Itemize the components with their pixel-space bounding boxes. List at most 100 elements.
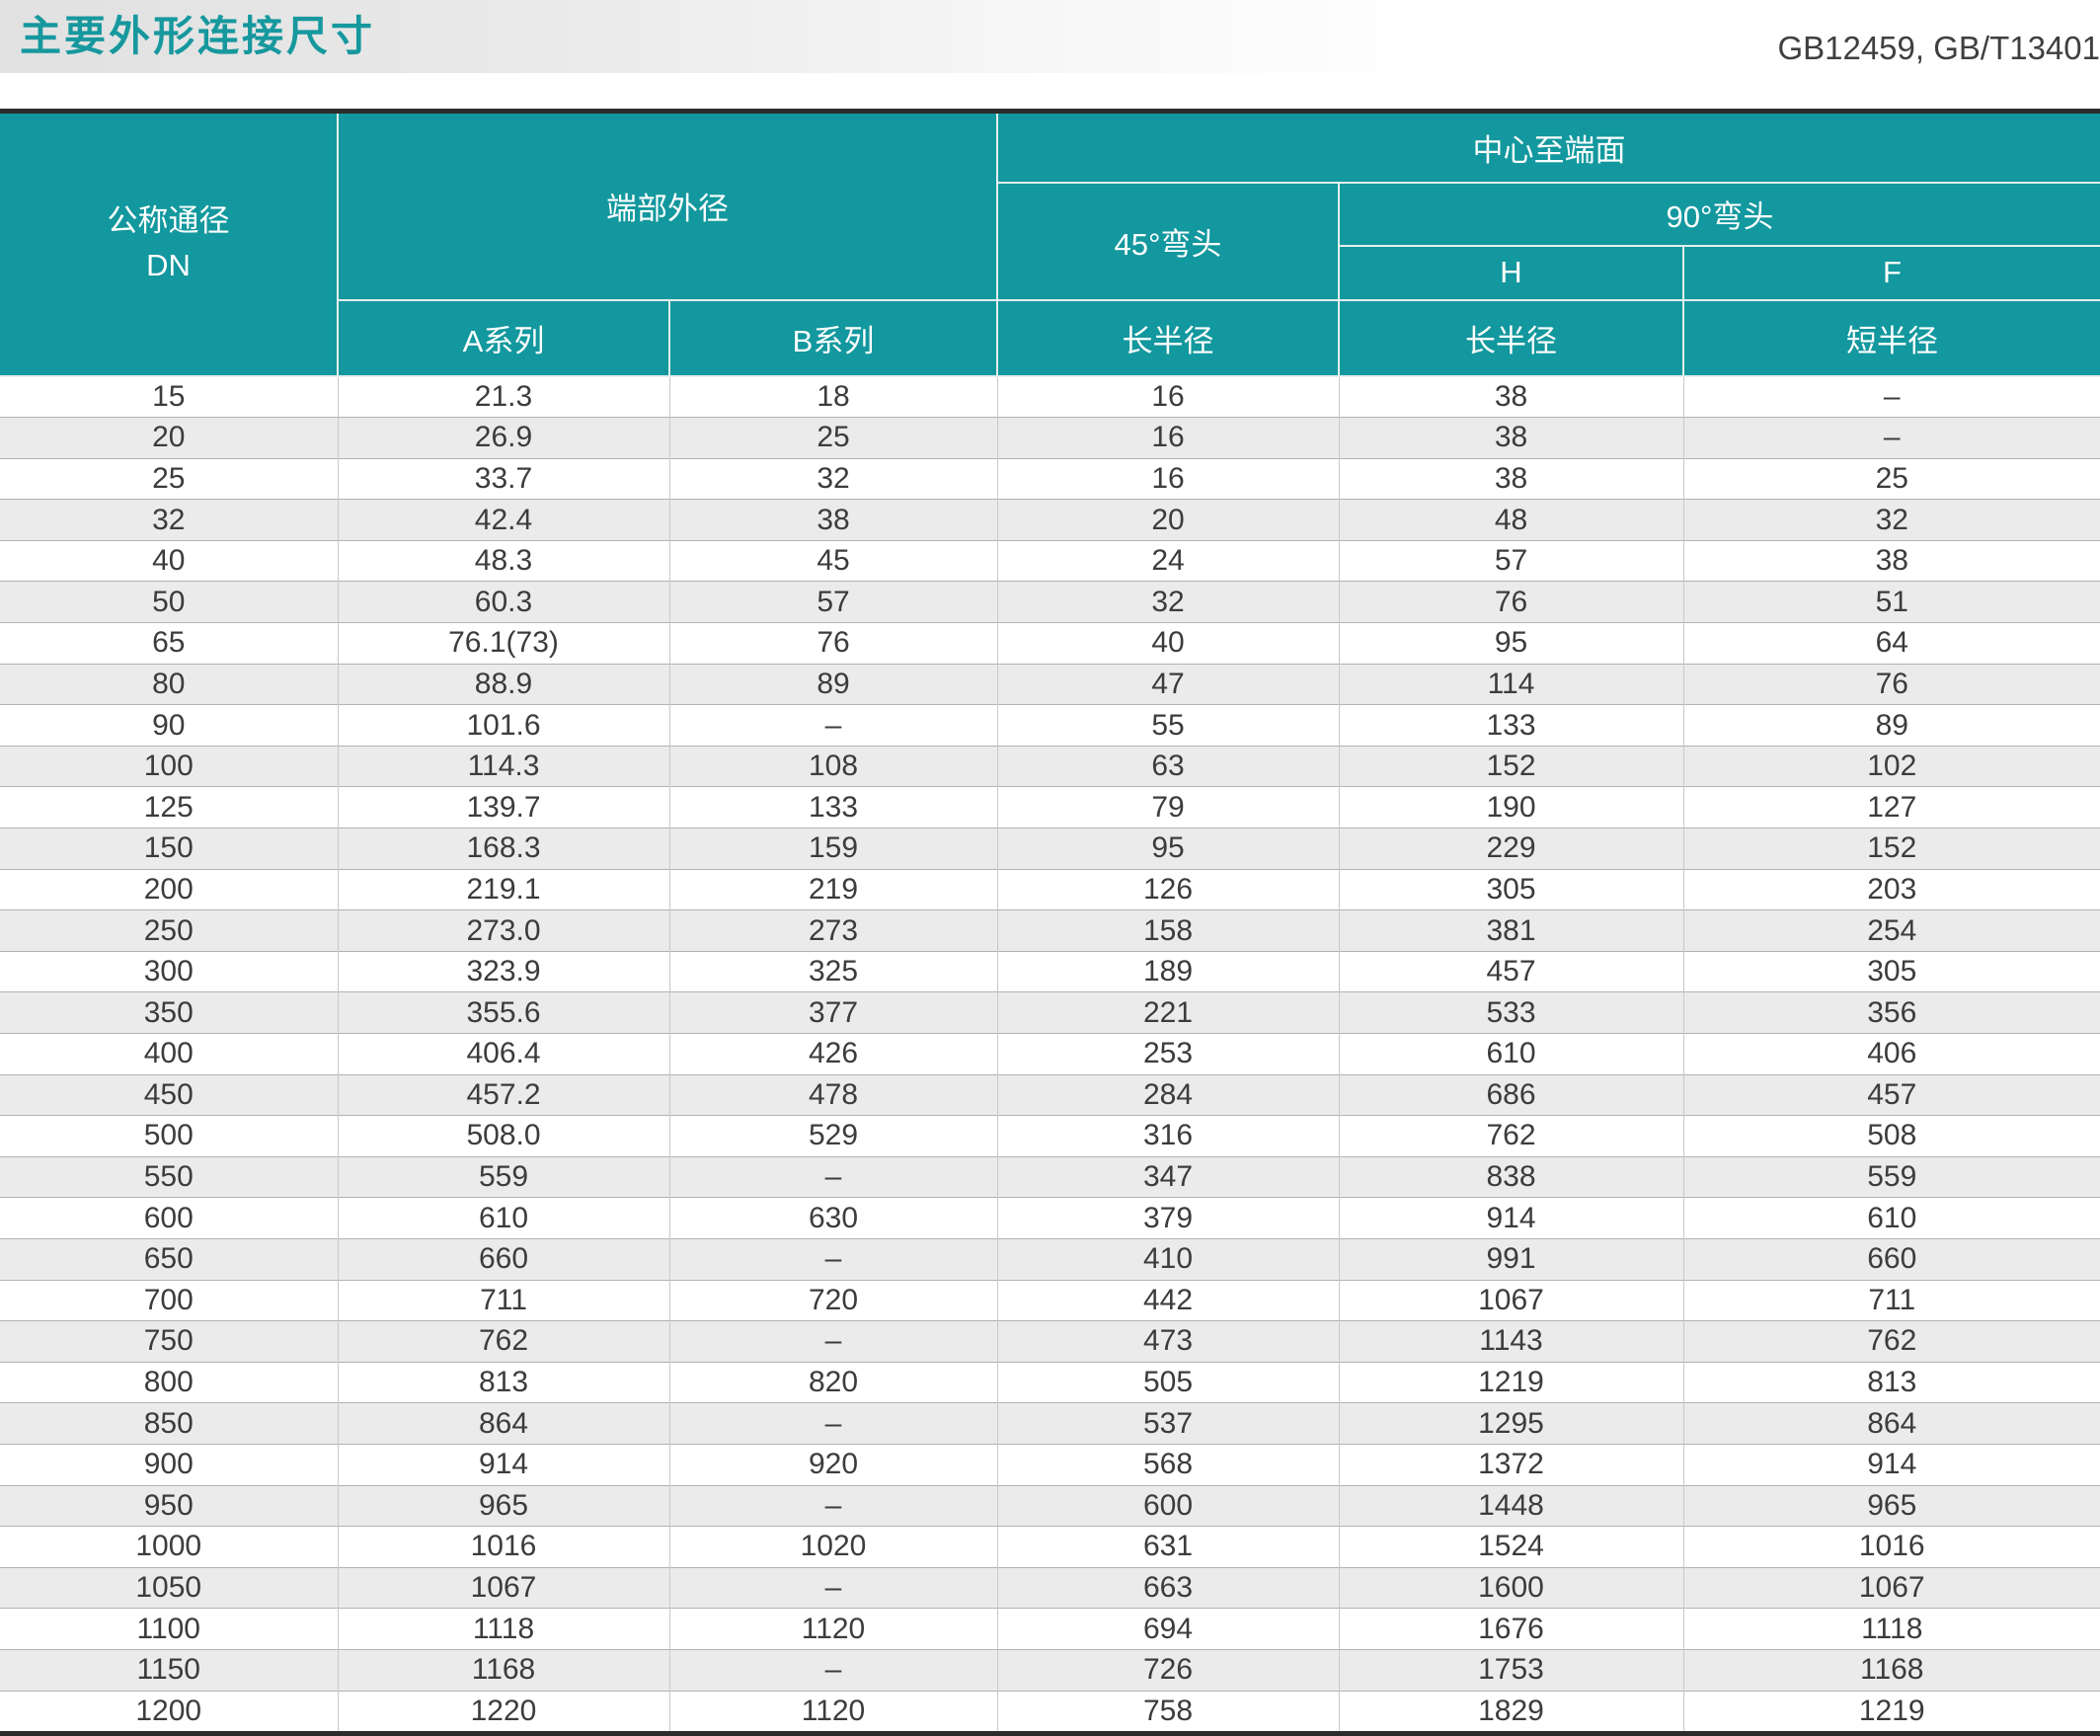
table-row: 50 60.3 57 32 76 51 xyxy=(0,581,2100,623)
table-cell: 38 xyxy=(669,499,998,541)
table-row: 32 42.4 38 20 48 32 xyxy=(0,499,2100,541)
header-long-radius-90h: 长半径 xyxy=(1338,298,1684,377)
table-cell: 25 xyxy=(669,417,998,459)
table-cell: 1020 xyxy=(669,1526,998,1568)
table-row: 900 914 920 568 1372 914 xyxy=(0,1443,2100,1486)
table-cell: 1120 xyxy=(669,1690,998,1734)
table-cell: 533 xyxy=(1339,991,1684,1034)
table-cell: 1016 xyxy=(1683,1526,2100,1568)
table-cell: 1100 xyxy=(0,1608,339,1650)
table-row: 200 219.1 219 126 305 203 xyxy=(0,868,2100,910)
table-row: 15 21.3 18 16 38– xyxy=(0,374,2100,418)
table-cell: 500 xyxy=(0,1115,339,1157)
table-cell: 457 xyxy=(1339,950,1684,992)
table-cell: 965 xyxy=(338,1484,670,1527)
table-row: 300 323.9 325 189 457 305 xyxy=(0,950,2100,992)
table-cell: 631 xyxy=(997,1526,1340,1568)
table-row: 400 406.4 426 253 610 406 xyxy=(0,1033,2100,1075)
table-cell: 508 xyxy=(1683,1115,2100,1157)
table-cell: 100 xyxy=(0,745,339,787)
table-cell: 40 xyxy=(0,539,339,582)
table-cell: 189 xyxy=(997,950,1340,992)
table-cell: 42.4 xyxy=(338,499,670,541)
table-cell: 15 xyxy=(0,374,339,418)
table-cell: 950 xyxy=(0,1484,339,1527)
header-elbow-45: 45°弯头 xyxy=(996,181,1340,301)
table-row: 950 965–600 1448 965 xyxy=(0,1484,2100,1527)
table-cell: 559 xyxy=(1683,1155,2100,1198)
table-cell: 38 xyxy=(1339,457,1684,500)
header-90-f: F xyxy=(1682,244,2100,301)
table-cell: 762 xyxy=(1339,1115,1684,1157)
table-cell: 20 xyxy=(997,499,1340,541)
table-cell: 25 xyxy=(1683,457,2100,500)
table-cell: 610 xyxy=(1683,1197,2100,1239)
table-cell: 55 xyxy=(997,704,1340,747)
title-banner: 主要外形连接尺寸 xyxy=(0,0,1449,73)
table-cell: 63 xyxy=(997,745,1340,787)
table-cell: – xyxy=(1683,374,2100,418)
table-row: 125 139.7 133 79 190 127 xyxy=(0,786,2100,829)
table-cell: – xyxy=(669,1237,998,1281)
table-cell: 95 xyxy=(997,828,1340,870)
table-cell: 864 xyxy=(1683,1402,2100,1445)
table-cell: 838 xyxy=(1339,1155,1684,1198)
table-cell: 478 xyxy=(669,1073,998,1116)
table-cell: 150 xyxy=(0,828,339,870)
table-cell: 316 xyxy=(997,1115,1340,1157)
table-cell: 559 xyxy=(338,1155,670,1198)
table-cell: 610 xyxy=(1339,1033,1684,1075)
table-cell: 47 xyxy=(997,663,1340,705)
table-cell: 26.9 xyxy=(338,417,670,459)
table-cell: 108 xyxy=(669,745,998,787)
table-cell: 250 xyxy=(0,909,339,952)
table-cell: 114 xyxy=(1339,663,1684,705)
table-row: 20 26.9 25 16 38– xyxy=(0,417,2100,459)
table-cell: 45 xyxy=(669,539,998,582)
table-row: 1150 1168–726 1753 1168 xyxy=(0,1648,2100,1691)
table-cell: 221 xyxy=(997,991,1340,1034)
table-cell: 600 xyxy=(0,1197,339,1239)
table-cell: 379 xyxy=(997,1197,1340,1239)
table-cell: 32 xyxy=(669,457,998,500)
table-cell: 1524 xyxy=(1339,1526,1684,1568)
table-cell: – xyxy=(669,1648,998,1691)
table-cell: 1220 xyxy=(338,1690,670,1734)
table-cell: 914 xyxy=(1683,1443,2100,1486)
header-nominal-diameter: 公称通径 DN xyxy=(0,111,339,377)
table-row: 100 114.3 108 63 152 102 xyxy=(0,745,2100,787)
table-cell: 914 xyxy=(338,1443,670,1486)
table-cell: 168.3 xyxy=(338,828,670,870)
table-cell: 89 xyxy=(1683,704,2100,747)
table-cell: 720 xyxy=(669,1279,998,1321)
table-cell: 51 xyxy=(1683,581,2100,623)
table-row: 850 864–537 1295 864 xyxy=(0,1402,2100,1445)
table-row: 250 273.0 273 158 381 254 xyxy=(0,909,2100,952)
table-cell: 426 xyxy=(669,1033,998,1075)
table-cell: 18 xyxy=(669,374,998,418)
table-row: 350 355.6 377 221 533 356 xyxy=(0,991,2100,1034)
table-cell: 660 xyxy=(1683,1237,2100,1281)
table-cell: 813 xyxy=(1683,1361,2100,1403)
table-cell: 1295 xyxy=(1339,1402,1684,1445)
table-cell: 1168 xyxy=(338,1648,670,1691)
table-cell: 758 xyxy=(997,1690,1340,1734)
table-cell: 95 xyxy=(1339,622,1684,665)
table-cell: – xyxy=(669,704,998,747)
table-cell: 1143 xyxy=(1339,1320,1684,1363)
header-series-a: A系列 xyxy=(337,298,670,377)
table-cell: 38 xyxy=(1339,417,1684,459)
table-cell: 325 xyxy=(669,950,998,992)
table-cell: 630 xyxy=(669,1197,998,1239)
table-cell: 133 xyxy=(1339,704,1684,747)
header-short-radius-90f: 短半径 xyxy=(1682,298,2100,377)
table-cell: 152 xyxy=(1339,745,1684,787)
table-cell: 48 xyxy=(1339,499,1684,541)
table-cell: 537 xyxy=(997,1402,1340,1445)
header-long-radius-45: 长半径 xyxy=(996,298,1340,377)
table-cell: 101.6 xyxy=(338,704,670,747)
table-cell: 323.9 xyxy=(338,950,670,992)
table-cell: 219 xyxy=(669,868,998,910)
table-cell: 355.6 xyxy=(338,991,670,1034)
table-cell: 660 xyxy=(338,1237,670,1281)
